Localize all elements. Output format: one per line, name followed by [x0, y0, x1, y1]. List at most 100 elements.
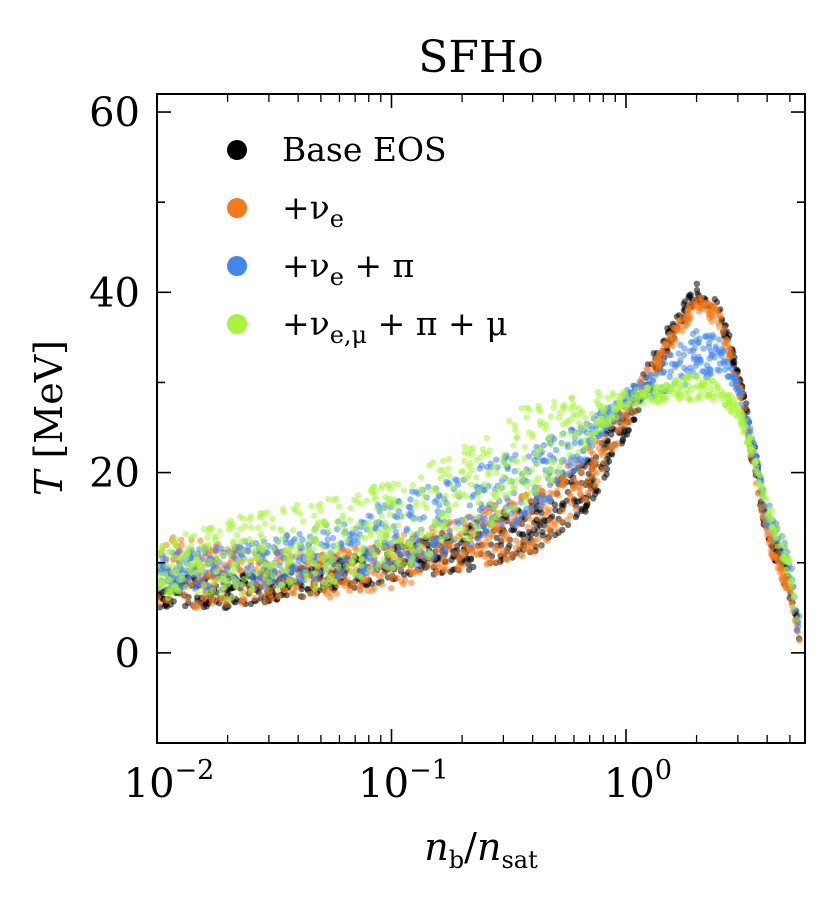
data-point: [389, 571, 396, 579]
data-point: [721, 325, 728, 332]
data-point: [433, 529, 440, 536]
data-point: [655, 364, 663, 371]
data-point: [557, 481, 564, 488]
data-point: [289, 545, 296, 552]
data-point: [686, 347, 694, 355]
data-point: [498, 550, 505, 557]
data-point: [577, 491, 585, 498]
data-point: [542, 472, 549, 479]
data-point: [465, 513, 472, 520]
data-point: [276, 592, 283, 600]
data-point: [190, 601, 198, 608]
data-point: [608, 431, 615, 438]
data-point: [467, 459, 474, 467]
data-point: [312, 569, 319, 577]
data-point: [473, 513, 481, 521]
data-point: [489, 514, 496, 522]
data-point: [493, 534, 500, 542]
y-tick-label: 40: [89, 270, 140, 316]
data-point: [512, 426, 519, 434]
data-point: [420, 514, 427, 521]
data-point: [371, 584, 378, 592]
data-point: [213, 558, 221, 565]
data-point: [500, 473, 507, 480]
data-point: [465, 566, 473, 574]
data-point: [408, 579, 415, 586]
data-point: [290, 505, 297, 513]
data-point: [654, 398, 662, 405]
data-point: [793, 626, 800, 634]
data-point: [626, 396, 633, 404]
data-point: [724, 358, 731, 366]
data-point: [249, 586, 256, 593]
data-point: [694, 382, 701, 390]
data-point: [452, 501, 459, 508]
data-point: [195, 580, 202, 587]
data-point: [358, 556, 365, 563]
data-point: [312, 591, 319, 598]
data-point: [197, 565, 204, 572]
data-point: [716, 336, 723, 343]
data-point: [789, 584, 796, 591]
data-point: [324, 536, 331, 543]
data-point: [304, 538, 311, 546]
data-point: [494, 544, 501, 551]
data-point: [185, 545, 192, 552]
data-point: [329, 534, 337, 542]
data-point: [482, 528, 490, 535]
data-point: [551, 519, 558, 526]
data-point: [444, 511, 451, 518]
data-point: [378, 513, 385, 520]
y-tick-label: 0: [115, 631, 140, 677]
data-point: [163, 588, 170, 595]
data-point: [227, 521, 234, 529]
data-point: [347, 505, 354, 512]
data-point: [677, 384, 685, 391]
data-point: [673, 377, 680, 384]
data-point: [174, 587, 181, 594]
data-point: [241, 522, 249, 529]
data-point: [395, 521, 402, 529]
data-point: [532, 496, 539, 504]
data-point: [157, 599, 163, 606]
data-point: [229, 594, 236, 601]
data-point: [316, 554, 324, 561]
data-point: [296, 530, 303, 538]
data-point: [395, 481, 402, 488]
data-point: [435, 520, 442, 528]
data-point: [382, 519, 389, 527]
data-point: [320, 582, 327, 589]
data-point: [506, 489, 514, 497]
data-point: [420, 500, 428, 507]
data-point: [300, 518, 307, 525]
data-point: [274, 549, 281, 557]
data-point: [570, 483, 577, 490]
data-point: [581, 436, 588, 444]
data-point: [401, 561, 408, 569]
data-point: [288, 589, 295, 596]
data-point: [407, 496, 414, 503]
data-point: [303, 576, 311, 584]
data-point: [210, 534, 218, 541]
data-point: [526, 514, 533, 522]
data-point: [240, 547, 247, 555]
data-point: [339, 515, 346, 523]
legend-entry-label: +νe: [282, 188, 344, 233]
data-point: [429, 459, 437, 466]
data-point: [304, 585, 311, 593]
data-point: [350, 570, 357, 577]
data-point: [663, 341, 671, 348]
data-point: [483, 434, 490, 442]
data-point: [434, 547, 441, 554]
data-point: [523, 482, 531, 490]
data-point: [720, 390, 728, 398]
data-point: [595, 439, 603, 446]
data-point: [570, 476, 578, 483]
data-point: [184, 550, 191, 558]
data-point: [730, 396, 738, 403]
data-point: [240, 537, 247, 544]
data-point: [768, 507, 775, 515]
data-point: [261, 542, 268, 549]
data-point: [442, 533, 450, 540]
data-point: [600, 446, 607, 453]
